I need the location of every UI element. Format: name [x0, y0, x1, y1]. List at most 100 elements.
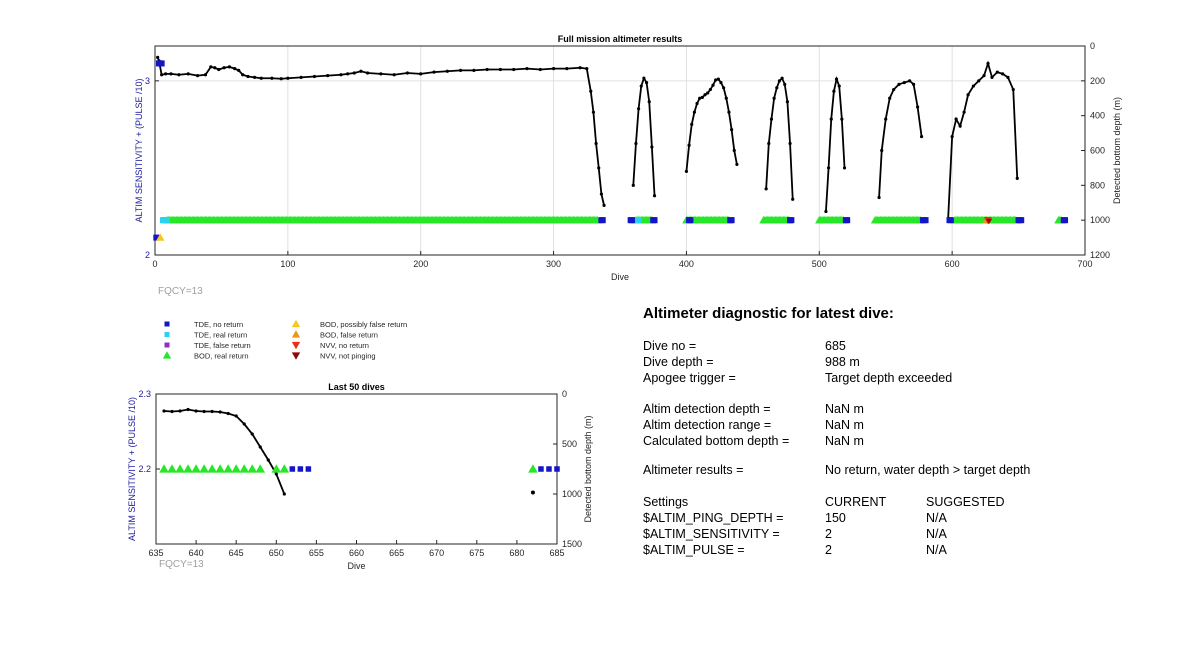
bottom-depth-point	[637, 107, 641, 111]
bottom-depth-point	[730, 128, 734, 132]
y-left-tick-label: 2.3	[138, 389, 151, 399]
diag-value: CURRENT	[825, 495, 887, 509]
legend-marker-nvv_no_return	[291, 341, 301, 350]
bottom-depth-point	[339, 73, 343, 77]
legend-label-tde_real_return: TDE, real return	[194, 331, 247, 340]
bottom-depth-point	[359, 69, 363, 73]
legend-marker-tde_no_return	[164, 321, 170, 327]
diag-suggested: N/A	[926, 511, 947, 525]
bottom-depth-point	[186, 407, 190, 412]
bottom-depth-point	[708, 87, 712, 92]
y-right-axis-label: Detected bottom depth (m)	[1112, 97, 1122, 204]
bottom-depth-point	[178, 409, 182, 413]
bottom-depth-point	[585, 67, 589, 71]
diag-suggested: N/A	[926, 527, 947, 541]
x-tick-label: 650	[269, 548, 284, 558]
bottom-depth-point	[698, 96, 702, 100]
tde-no-return-marker	[158, 60, 165, 67]
bod-real-return-marker	[279, 464, 290, 473]
bottom-depth-point	[217, 67, 221, 72]
tde-no-return-marker	[297, 466, 304, 472]
tde-no-return-marker	[1062, 217, 1069, 224]
bottom-depth-point	[824, 209, 828, 214]
y-left-axis-label: ALTIM SENSITIVITY + (PULSE /10)	[134, 79, 144, 223]
bottom-depth-point	[602, 203, 606, 207]
bod-real-return-marker	[159, 464, 169, 473]
bottom-depth-point	[458, 68, 463, 72]
bottom-depth-point	[684, 169, 689, 173]
bottom-depth-point	[177, 73, 181, 77]
bottom-depth-point	[916, 105, 920, 109]
bottom-depth-point	[210, 409, 214, 414]
bottom-depth-point	[266, 458, 270, 462]
diag-row-settings-header: Settings CURRENT SUGGESTED	[643, 495, 1183, 511]
bottom-depth-point	[591, 110, 596, 114]
bod-real-return-marker	[239, 464, 250, 473]
bottom-depth-point	[234, 414, 238, 418]
chart-title: Full mission altimeter results	[558, 34, 683, 44]
bottom-depth-point	[186, 72, 190, 76]
bottom-depth-point	[237, 68, 241, 72]
tde-no-return-marker	[788, 217, 795, 224]
bottom-depth-point	[732, 148, 736, 153]
x-axis-label: Dive	[611, 272, 629, 282]
bottom-depth-point	[772, 96, 776, 100]
bottom-depth-point	[840, 117, 844, 121]
bottom-depth-point	[599, 192, 604, 196]
diag-value: 988 m	[825, 355, 860, 369]
bottom-depth-point	[472, 68, 476, 72]
x-tick-label: 300	[546, 259, 561, 269]
bottom-depth-point	[826, 166, 831, 170]
diag-row-ping-depth: $ALTIM_PING_DEPTH = 150 N/A	[643, 511, 1183, 527]
diag-suggested: SUGGESTED	[926, 495, 1005, 509]
legend-marker-bod_possibly_false	[291, 319, 301, 328]
bottom-depth-point	[530, 490, 535, 495]
nvv-not-pinging-marker	[986, 218, 993, 225]
bottom-depth-point	[908, 79, 912, 83]
bottom-depth-point	[950, 134, 954, 139]
bottom-depth-point	[912, 82, 916, 86]
diag-row-detection-range: Altim detection range = NaN m	[643, 418, 1183, 434]
diag-row-pulse: $ALTIM_PULSE = 2 N/A	[643, 543, 1183, 559]
y-right-tick-label: 200	[1090, 76, 1105, 86]
bottom-depth-point	[888, 96, 892, 100]
bottom-depth-point	[160, 73, 164, 77]
diagnostic-title: Altimeter diagnostic for latest dive:	[643, 305, 894, 322]
bottom-depth-point	[279, 77, 283, 81]
bottom-depth-line	[825, 75, 846, 212]
bottom-depth-point	[203, 73, 208, 77]
diag-value: 150	[825, 511, 846, 525]
legend-marker-bod_real_return	[162, 351, 172, 359]
bottom-depth-point	[966, 93, 970, 97]
bottom-depth-point	[971, 84, 976, 88]
bottom-depth-point	[722, 86, 726, 90]
diag-value: No return, water depth > target depth	[825, 463, 1031, 477]
chart-title: Last 50 dives	[328, 382, 385, 392]
bottom-depth-point	[498, 67, 503, 72]
bottom-depth-point	[788, 141, 792, 146]
bottom-depth-point	[962, 110, 966, 114]
bottom-depth-point	[589, 89, 593, 93]
bottom-depth-point	[703, 93, 707, 97]
bottom-depth-point	[286, 76, 290, 80]
y-right-tick-label: 500	[562, 439, 577, 449]
bottom-depth-line	[947, 60, 1019, 219]
bottom-depth-point	[631, 183, 635, 187]
legend-marker-tde_real_return	[164, 332, 170, 337]
diag-value: NaN m	[825, 418, 864, 432]
bottom-depth-point	[777, 79, 782, 83]
bod-possibly-false-marker	[156, 233, 165, 241]
legend-marker-bod_false_return	[291, 330, 301, 338]
diag-value: 685	[825, 339, 846, 353]
bottom-depth-point	[791, 197, 795, 201]
bottom-depth-point	[958, 124, 962, 128]
bottom-depth-point	[735, 162, 739, 167]
bottom-depth-point	[706, 91, 710, 95]
y-right-axis-label: Detected bottom depth (m)	[583, 415, 593, 522]
bottom-depth-point	[902, 80, 906, 85]
tde-real-return-marker	[635, 217, 642, 224]
legend-label-tde_false_return: TDE, false return	[194, 341, 251, 350]
bottom-depth-point	[954, 117, 958, 121]
tde-no-return-marker	[844, 217, 851, 224]
bottom-depth-point	[274, 472, 278, 476]
